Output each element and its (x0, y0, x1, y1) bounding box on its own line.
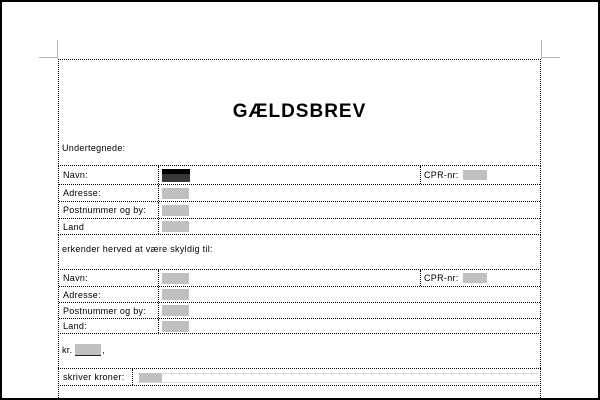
amount-words-form-field[interactable] (139, 373, 162, 382)
creditor-table: Navn: CPR-nr: Adresse: Postnummer og by:… (58, 269, 541, 334)
table-row: Adresse: (59, 287, 540, 303)
field-label: Postnummer og by: (59, 303, 159, 318)
debtor-table: Navn: CPR-nr: Adresse: Postnummer og by:… (58, 165, 541, 235)
debtor-country-form-field[interactable] (162, 221, 189, 232)
table-row: Land (59, 219, 540, 234)
table-row: Land: (59, 319, 540, 333)
table-row: Postnummer og by: (59, 202, 540, 219)
amount-prefix: kr. (62, 345, 73, 355)
table-row: Navn: CPR-nr: (59, 166, 540, 185)
field-label: skriver kroner: (59, 369, 133, 385)
field-label: Land (59, 219, 159, 234)
field-label: Land: (59, 319, 159, 333)
amount-form-field[interactable] (75, 344, 102, 356)
debtor-cpr-form-field[interactable] (462, 170, 487, 180)
amount-words-table: skriver kroner: (58, 368, 541, 386)
crop-mark-top-left-horizontal (39, 57, 58, 58)
amount-suffix: , (102, 345, 106, 355)
document-title: GÆLDSBREV (232, 101, 367, 122)
crop-mark-top-left-vertical (57, 40, 58, 59)
crop-mark-top-right-horizontal (541, 57, 560, 58)
amount-words-cell (133, 369, 540, 385)
amount-line: kr. , (62, 344, 105, 356)
creditor-country-form-field[interactable] (162, 320, 189, 332)
field-label: Adresse: (59, 185, 159, 201)
crop-mark-top-right-vertical (541, 40, 542, 59)
creditor-name-form-field[interactable] (162, 272, 189, 284)
field-label: Navn: (59, 270, 159, 286)
field-label: Postnummer og by: (59, 202, 159, 218)
field-label: Navn: (59, 166, 159, 184)
creditor-zip-city-form-field[interactable] (162, 305, 189, 316)
table-row: Postnummer og by: (59, 303, 540, 319)
acknowledge-text: erkender herved at være skyldig til: (62, 244, 213, 254)
creditor-address-form-field[interactable] (162, 289, 189, 300)
write-line (137, 373, 538, 374)
write-line (137, 382, 538, 383)
table-row: Adresse: (59, 185, 540, 202)
debtor-address-form-field[interactable] (162, 187, 189, 199)
field-label: CPR-nr: (424, 273, 459, 283)
table-row: Navn: CPR-nr: (59, 270, 540, 287)
debtor-name-form-field[interactable] (162, 168, 190, 182)
field-label: Adresse: (59, 287, 159, 302)
debtor-zip-city-form-field[interactable] (162, 204, 189, 216)
intro-text: Undertegnede: (62, 143, 126, 153)
field-label: CPR-nr: (424, 170, 459, 180)
creditor-cpr-form-field[interactable] (462, 273, 487, 283)
